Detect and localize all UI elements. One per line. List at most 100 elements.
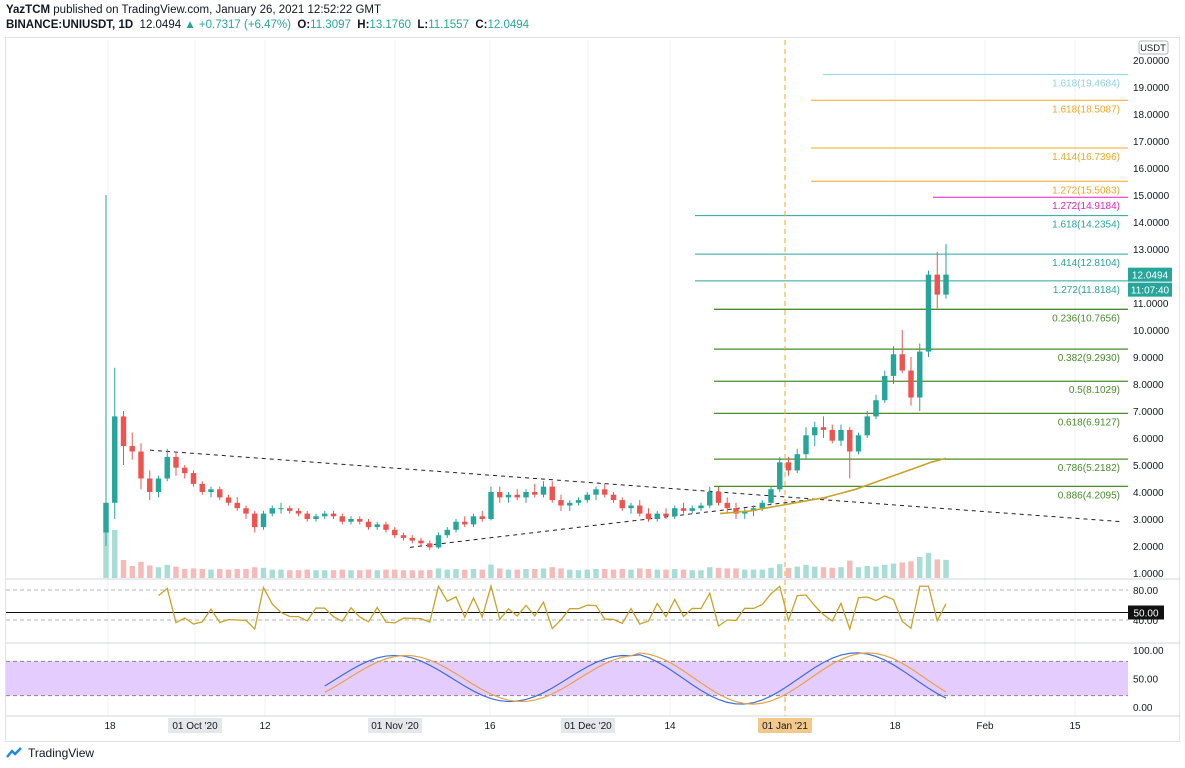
volume-bar [540, 568, 547, 578]
candle-body [505, 494, 512, 498]
volume-bar [672, 569, 678, 578]
volume-bar [707, 567, 713, 578]
candle-body [199, 483, 205, 492]
volume-bar [182, 569, 188, 578]
candle-body [155, 478, 162, 492]
last-price: 12.0494 [139, 19, 182, 31]
volume-bar [400, 570, 407, 578]
volume-bar [427, 569, 433, 578]
candle-body [654, 513, 660, 519]
candle-body [287, 508, 293, 511]
currency-box [1138, 40, 1169, 55]
candle-body [120, 416, 127, 447]
volume-bar [252, 567, 258, 578]
volume-bar [742, 569, 748, 578]
candle-body [549, 486, 555, 501]
volume-bar [357, 570, 363, 578]
volume-bar [155, 567, 162, 578]
volume-bar [602, 569, 608, 578]
moving-average-line [719, 457, 947, 515]
candle-body [593, 489, 599, 495]
candle-body [339, 516, 345, 522]
time-label-box [561, 718, 615, 733]
fib-level-label: 1.272(15.5083) [1052, 185, 1120, 196]
fib-level-label: 0.382(9.2930) [1058, 353, 1120, 364]
volume-bar [453, 569, 459, 578]
price-axis-tick: 8.0000 [1133, 380, 1164, 391]
volume-bar [208, 569, 214, 578]
volume-bar [479, 569, 485, 578]
volume-bar [864, 566, 870, 578]
candle-body [243, 508, 249, 514]
candle-body [479, 516, 485, 519]
price-axis-tick: 5.0000 [1133, 461, 1164, 472]
volume-bar [488, 564, 494, 578]
candle-body [348, 519, 354, 522]
time-axis-label: 18 [889, 721, 901, 732]
volume-bar [654, 569, 660, 578]
volume-bar [313, 570, 319, 578]
volume-bar [759, 569, 765, 578]
descending-trendline [149, 449, 1123, 523]
candle-body [225, 497, 232, 503]
open-label: O: [297, 19, 311, 31]
candle-body [680, 508, 687, 511]
candle-body [707, 492, 713, 506]
candle-body [838, 429, 844, 441]
volume-bar [794, 566, 800, 578]
time-axis-label: 01 Nov '20 [371, 721, 419, 732]
volume-bar [523, 569, 529, 578]
candle-body [715, 492, 722, 503]
countdown-tag [1128, 282, 1172, 297]
author-name[interactable]: YazTCM [6, 4, 51, 16]
volume-bar [698, 570, 704, 578]
volume-bar [575, 570, 582, 578]
candle-body [357, 519, 363, 522]
price-axis-tick: 13.0000 [1133, 245, 1170, 256]
candle-body [112, 416, 118, 503]
candle-body [733, 508, 739, 514]
price-axis-tick: 16.0000 [1133, 164, 1170, 175]
candle-body [925, 274, 932, 352]
candle-body [689, 508, 695, 511]
candle-body [540, 486, 547, 495]
chart-frame [5, 37, 1180, 742]
volume-bar [715, 567, 722, 578]
volume-bar [435, 568, 442, 578]
candle-body [917, 351, 923, 398]
candle-body [514, 494, 520, 498]
volume-bar [593, 569, 599, 578]
volume-bar [217, 569, 223, 578]
volume-bar [899, 562, 905, 578]
candle-body [785, 462, 792, 471]
stoch-k-line [324, 652, 947, 705]
candle-body [698, 505, 704, 509]
volume-bar [663, 569, 669, 578]
stoch-d-line [324, 652, 947, 705]
candle-body [943, 274, 949, 295]
volume-bar [234, 569, 240, 578]
candle-body [742, 510, 748, 514]
brand-name[interactable]: TradingView [28, 746, 95, 760]
volume-bar [584, 569, 590, 578]
candle-body [138, 451, 144, 479]
fib-level-label: 0.236(10.7656) [1052, 313, 1120, 324]
volume-bar [610, 569, 617, 578]
candle-body [724, 502, 730, 509]
volume-bar [295, 570, 302, 578]
rsi-level-tag-text: 50.00 [1133, 609, 1158, 620]
candle-body [934, 274, 940, 295]
price-axis-tick: 18.0000 [1133, 110, 1170, 121]
candle-body [488, 492, 494, 519]
candle-body [847, 429, 853, 452]
fib-level-label: 1.618(19.4684) [1052, 78, 1120, 89]
candle-body [803, 435, 809, 455]
fib-level-label: 0.618(6.9127) [1058, 417, 1120, 428]
price-axis-tick: 20.0000 [1133, 56, 1170, 67]
volume-bar [287, 570, 293, 578]
volume-bar [558, 568, 564, 578]
candle-body [208, 489, 214, 492]
volume-bar [890, 563, 897, 578]
candle-body [890, 354, 897, 376]
